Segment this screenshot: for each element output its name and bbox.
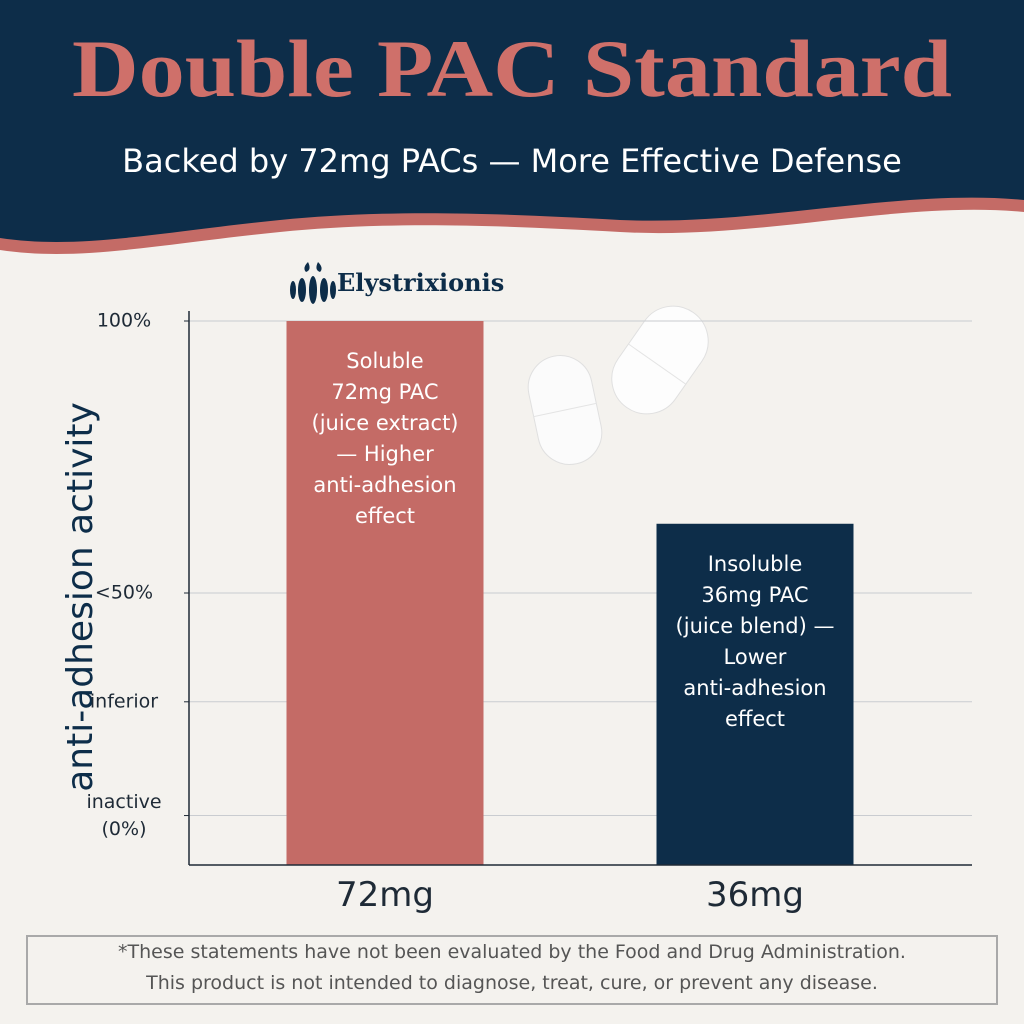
- disclaimer-line: This product is not intended to diagnose…: [146, 972, 878, 994]
- y-tick-label: inferior: [89, 690, 159, 713]
- header-band: [0, 0, 1024, 242]
- bar-label-line: Lower: [723, 644, 787, 669]
- bar-label: Soluble 72mg PAC (juice extract) — Higher an…: [287, 346, 484, 532]
- x-tick-label: 36mg: [706, 875, 804, 915]
- bar-label-line: anti-adhesion: [683, 675, 827, 700]
- bar-label-line: Insoluble: [707, 551, 803, 576]
- bar-label-line: effect: [354, 504, 416, 528]
- bar-label-line: Soluble: [346, 349, 424, 373]
- y-tick-label: <50%: [94, 581, 154, 604]
- bar-label-line: 72mg PAC: [331, 380, 439, 404]
- brand-name: Elystrixionis: [337, 268, 505, 297]
- bar-label-line: (juice extract): [311, 411, 459, 435]
- bar: [656, 523, 854, 865]
- bar-label-line: 36mg PAC: [701, 582, 809, 607]
- bar: [286, 321, 484, 865]
- chart-title: Double PAC Standard: [72, 23, 952, 114]
- y-tick-label: inactive (0%): [86, 790, 162, 840]
- bar-label-line: — Higher: [336, 442, 434, 466]
- chart-subtitle: Backed by 72mg PACs — More Effective Def…: [122, 142, 902, 180]
- y-axis-title: anti-adhesion activity: [60, 402, 101, 792]
- bar-label-line: anti-adhesion: [313, 473, 457, 497]
- bar-label-line: effect: [724, 706, 786, 731]
- capsules: [527, 305, 709, 465]
- disclaimer-line: *These statements have not been evaluate…: [118, 941, 906, 963]
- bar-label: Insoluble 36mg PAC (juice blend) — Lower ant…: [657, 549, 854, 735]
- x-tick-label: 72mg: [336, 875, 434, 915]
- disclaimer: *These statements have not been evaluate…: [26, 935, 998, 1005]
- brand-logo: [290, 262, 336, 304]
- y-tick-label: 100%: [96, 309, 152, 332]
- bar-label-line: (juice blend) —: [675, 613, 835, 638]
